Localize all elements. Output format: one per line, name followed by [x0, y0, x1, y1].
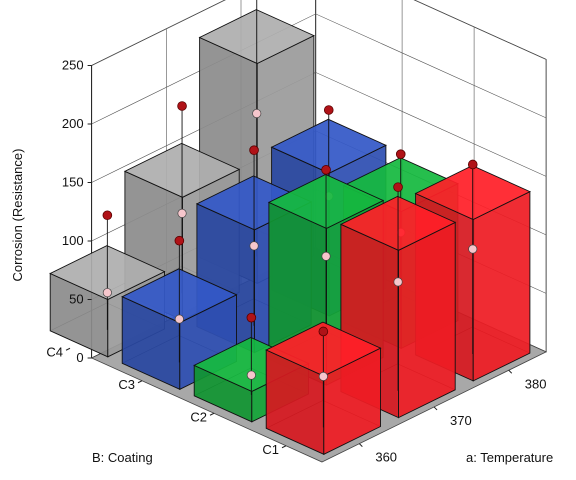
design-point-marker	[393, 182, 403, 192]
bar-inner-marker	[318, 371, 328, 381]
y-tick-label: C3	[118, 377, 135, 392]
bar-face-right	[472, 190, 531, 382]
design-point-marker	[467, 159, 478, 170]
x-axis-title: a: Temperature	[466, 450, 553, 465]
design-point-marker	[321, 165, 331, 175]
y-tick-label: C4	[46, 344, 63, 359]
design-point-marker	[174, 235, 185, 246]
design-point-marker	[323, 105, 334, 115]
y-tick-label: C2	[190, 409, 207, 424]
chart-bars	[49, 0, 531, 456]
bar-inner-marker	[246, 370, 256, 380]
x-tick-label: 370	[450, 413, 472, 428]
bar-inner-marker	[252, 108, 262, 119]
z-tick-label: 200	[62, 116, 84, 131]
x-tick-mark	[433, 406, 438, 411]
bar-inner-marker	[102, 288, 112, 298]
bar-inner-marker	[468, 244, 478, 254]
design-point-marker	[102, 210, 113, 221]
design-point-marker	[395, 149, 406, 159]
z-tick-label: 150	[62, 175, 84, 190]
gridline-z	[91, 13, 547, 125]
y-axis-title: B: Coating	[92, 450, 153, 465]
design-point-marker	[246, 312, 257, 323]
bar-inner-marker	[393, 277, 403, 287]
gridline-z	[91, 0, 547, 66]
design-point-marker	[318, 326, 329, 337]
y-tick-mark	[209, 412, 215, 416]
x-tick-label: 360	[375, 450, 397, 465]
chart-labels: 0 50 100 150 200 250 C1 C2 C3 C4 360 370 380	[46, 58, 546, 465]
bar-inner-marker	[177, 208, 187, 218]
y-tick-mark	[65, 347, 71, 351]
bar-inner-marker	[174, 314, 184, 324]
x-tick-mark	[358, 443, 363, 448]
design-point-marker	[249, 145, 259, 156]
bar-inner-marker	[249, 241, 259, 251]
design-point-marker	[177, 101, 187, 111]
bar-inner-marker	[321, 251, 331, 261]
z-tick-label: 50	[69, 292, 83, 307]
x-tick-label: 380	[525, 376, 547, 391]
z-tick-label: 0	[76, 350, 83, 365]
y-tick-label: C1	[262, 442, 279, 457]
y-tick-mark	[137, 380, 143, 384]
x-tick-mark	[508, 369, 513, 374]
y-tick-mark	[281, 445, 287, 449]
z-tick-label: 250	[62, 58, 84, 73]
z-axis-title: Corrosion (Resistance)	[10, 149, 25, 282]
bar-c1-360	[265, 321, 382, 456]
z-tick-label: 100	[62, 233, 84, 248]
bar-face-right	[398, 221, 456, 419]
